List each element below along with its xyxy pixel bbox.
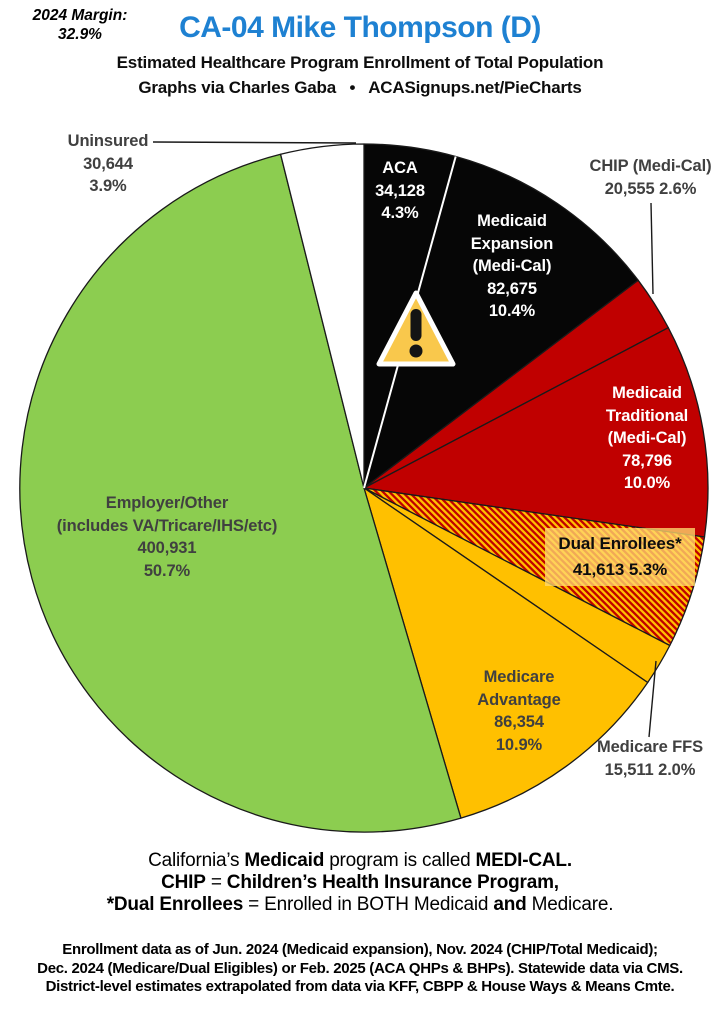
footer-line-2: Dec. 2024 (Medicare/Dual Eligibles) or F… xyxy=(37,959,683,977)
medicare-ffs-leader-line xyxy=(648,660,657,738)
chip-leader-line xyxy=(650,202,654,295)
wedge-uninsured xyxy=(279,143,365,489)
slice-label-medicare-advantage: Medicare Advantage 86,354 10.9% xyxy=(477,668,561,754)
subtitle: Estimated Healthcare Program Enrollment … xyxy=(116,53,604,72)
medicaid-notes: California’s Medicaid program is called … xyxy=(0,850,720,916)
data-source-footer: Enrollment data as of Jun. 2024 (Medicai… xyxy=(0,941,720,997)
slice-label-medicaid-traditional: Medicaid Traditional (Medi-Cal) 78,796 10.0% xyxy=(605,384,689,492)
warning-triangle-icon xyxy=(376,290,456,367)
uninsured-leader-line xyxy=(152,141,357,144)
leader-lines xyxy=(152,141,657,738)
slice-label-employer-other: Employer/Other (includes VA/Tricare/IHS/e… xyxy=(56,494,278,580)
credit-line: Graphs via Charles Gaba • ACASignups.net… xyxy=(138,78,582,97)
note-line-2: CHIP = Children’s Health Insurance Progr… xyxy=(161,872,559,893)
wedge-employer-other xyxy=(19,153,462,833)
margin-note-line1: 2024 Margin: xyxy=(32,7,128,24)
slice-label-medicare-ffs: Medicare FFS 15,511 2.0% xyxy=(596,738,704,779)
slice-label-chip: CHIP (Medi-Cal) 20,555 2.6% xyxy=(589,157,712,198)
note-line-1: California’s Medicaid program is called … xyxy=(148,850,572,871)
pie-wedges xyxy=(19,143,709,833)
wedge-medicaid-traditional xyxy=(363,327,709,538)
footer-line-1: Enrollment data as of Jun. 2024 (Medicai… xyxy=(62,941,658,958)
slice-label-aca: ACA 34,128 4.3% xyxy=(375,159,425,222)
slice-label-uninsured: Uninsured 30,644 3.9% xyxy=(67,132,149,195)
footer-line-3: District-level estimates extrapolated fr… xyxy=(45,978,675,995)
slice-label-medicaid-expansion: Medicaid Expansion (Medi-Cal) 82,675 10.4% xyxy=(470,212,554,320)
wedge-medicaid-expansion xyxy=(363,155,639,489)
slice-label-dual-enrollees: Dual Enrollees* 41,613 5.3% xyxy=(545,528,695,586)
margin-note-line2: 32.9% xyxy=(58,26,102,43)
note-line-3: *Dual Enrollees = Enrolled in BOTH Medic… xyxy=(106,894,614,915)
page-title: CA-04 Mike Thompson (D) xyxy=(179,11,541,44)
wedge-medicare-advantage xyxy=(363,487,649,819)
margin-note: 2024 Margin: 32.9% xyxy=(4,6,156,44)
